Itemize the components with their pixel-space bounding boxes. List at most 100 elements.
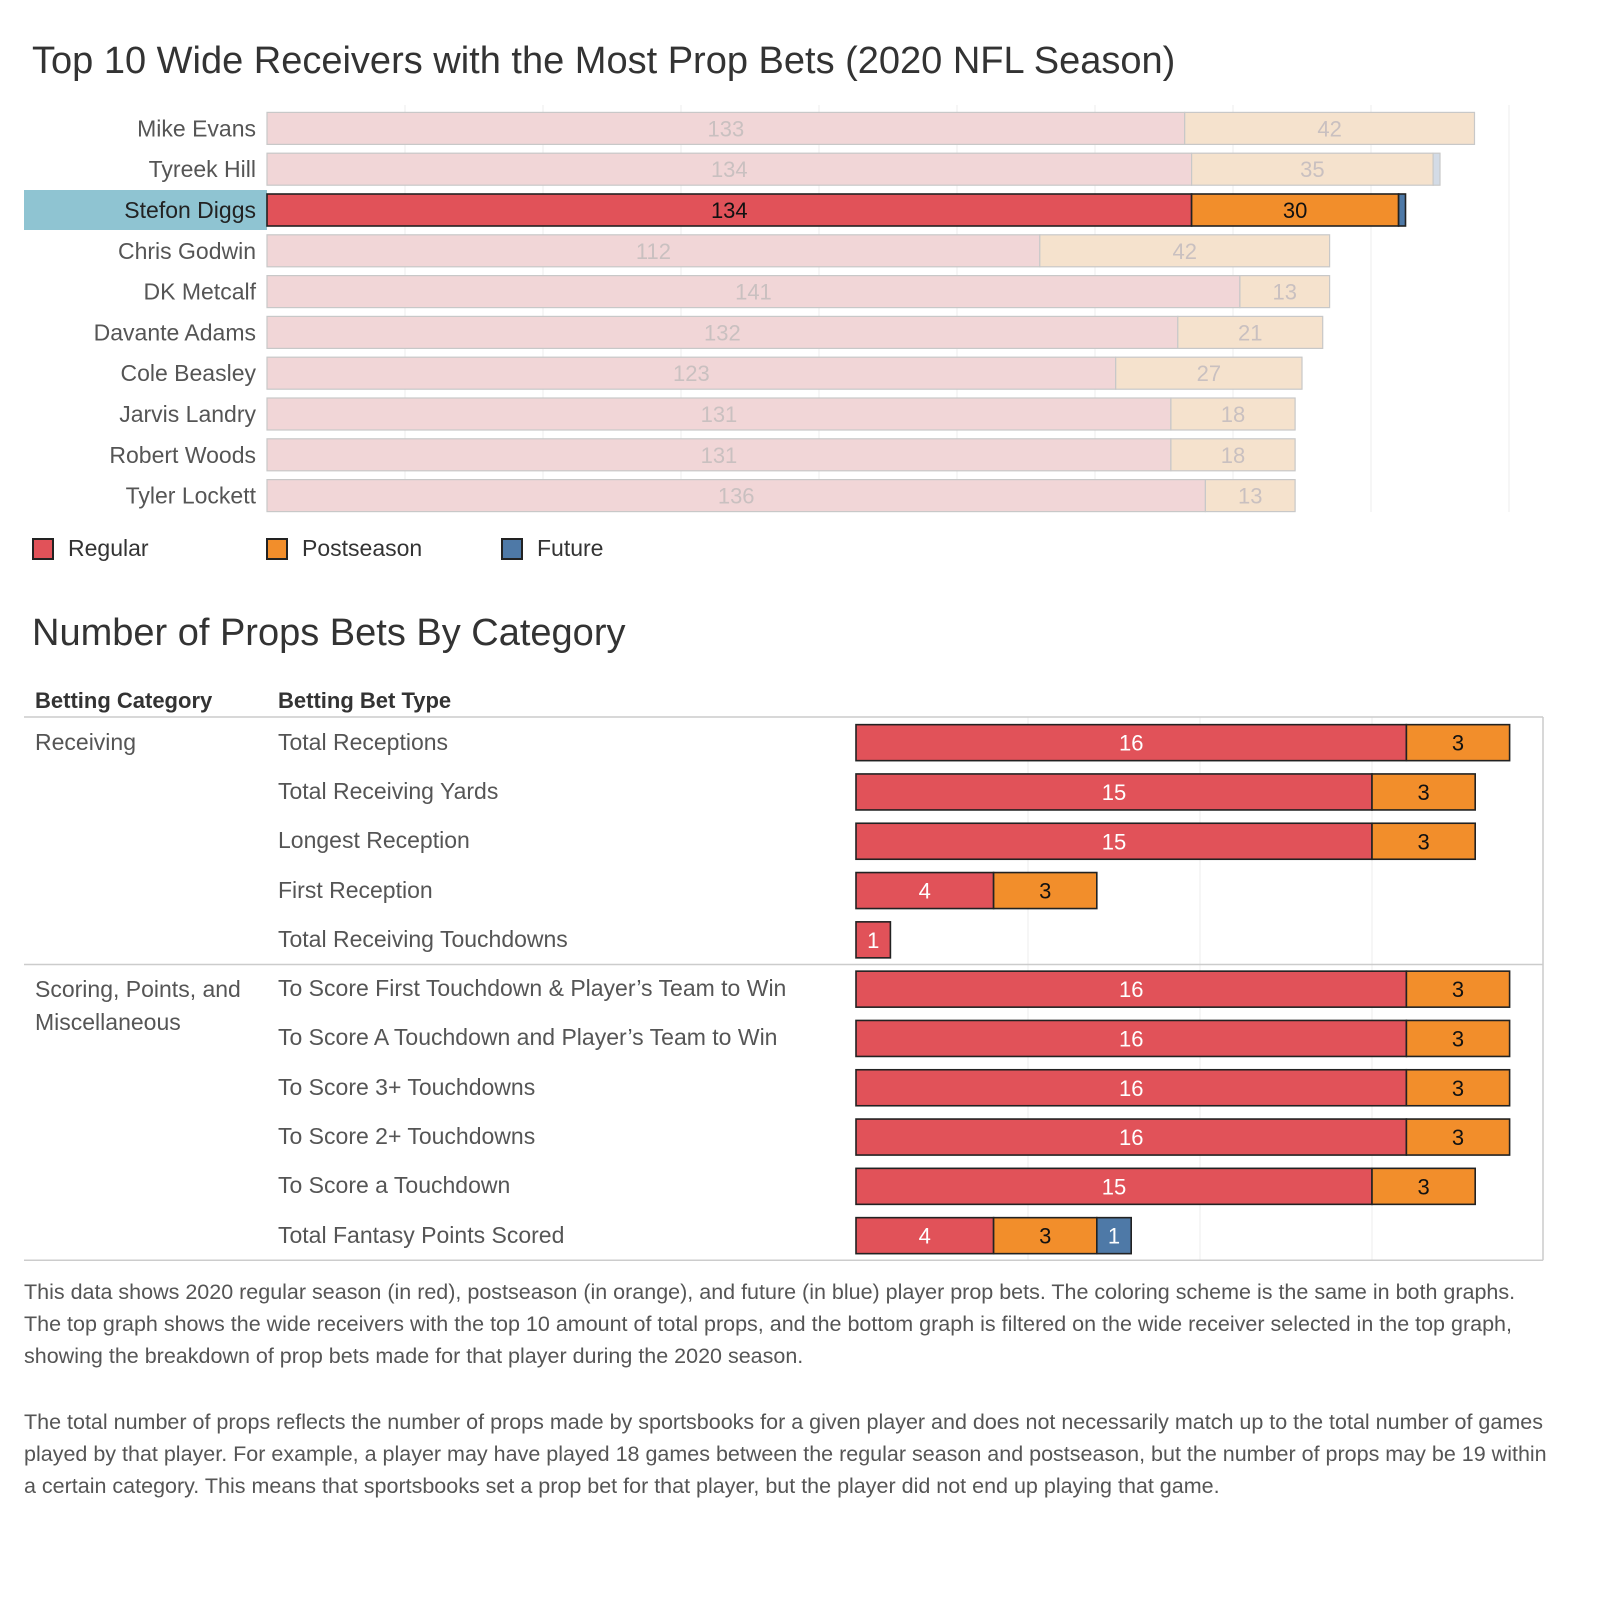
bottom-bar-postseason-to-score-2-touchdowns[interactable] xyxy=(1405,1118,1511,1156)
bottom-bar-label-postseason-to-score-2-touchdowns: 3 xyxy=(1452,1125,1464,1150)
top-bar-future-stefon-diggs[interactable] xyxy=(1397,193,1407,227)
player-label-mike-evans[interactable]: Mike Evans xyxy=(137,115,256,141)
top-bar-label-postseason-tyler-lockett: 13 xyxy=(1238,484,1262,509)
bottom-bar-postseason-to-score-3-touchdowns[interactable] xyxy=(1405,1068,1511,1107)
player-label-cole-beasley[interactable]: Cole Beasley xyxy=(120,360,256,386)
legend-swatch-future xyxy=(501,537,523,560)
bottom-bar-regular-longest-reception[interactable] xyxy=(855,822,1373,861)
top-bar-postseason-tyreek-hill[interactable] xyxy=(1190,152,1434,186)
legend-swatch-regular xyxy=(32,537,54,560)
bottom-bar-postseason-longest-reception[interactable] xyxy=(1371,822,1476,861)
bottom-bar-label-regular-to-score-a-touchdown: 15 xyxy=(1102,1174,1126,1199)
bottom-bar-postseason-total-receiving-yards[interactable] xyxy=(1371,773,1476,811)
top-bar-label-regular-jarvis-landry: 131 xyxy=(701,402,738,427)
bottom-bar-future-total-fantasy-points-scored[interactable] xyxy=(1096,1216,1133,1255)
top-bar-label-regular-chris-godwin: 112 xyxy=(636,239,671,264)
top-bar-postseason-chris-godwin[interactable] xyxy=(1039,234,1331,268)
top-bar-postseason-stefon-diggs[interactable] xyxy=(1190,193,1400,227)
top-bar-postseason-cole-beasley[interactable] xyxy=(1115,356,1303,390)
legend: Regular Postseason Future xyxy=(32,535,732,565)
bottom-bar-label-regular-longest-reception: 15 xyxy=(1102,829,1126,854)
player-label-chris-godwin[interactable]: Chris Godwin xyxy=(118,238,256,264)
top-bar-label-postseason-cole-beasley: 27 xyxy=(1197,361,1221,386)
bet-type-label-to-score-2-touchdowns: To Score 2+ Touchdowns xyxy=(278,1123,536,1150)
bottom-bar-regular-total-receiving-yards[interactable] xyxy=(855,773,1373,811)
bottom-bar-regular-to-score-3-touchdowns[interactable] xyxy=(855,1068,1408,1107)
legend-label-postseason: Postseason xyxy=(302,535,423,561)
top-bar-regular-tyreek-hill[interactable] xyxy=(266,152,1193,186)
bottom-chart-title: Number of Props Bets By Category xyxy=(32,612,626,654)
bottom-bar-label-postseason-to-score-first-touchdown-player-s-team-to-win: 3 xyxy=(1452,977,1464,1002)
top-bar-label-postseason-davante-adams: 21 xyxy=(1238,320,1262,345)
player-label-tyreek-hill[interactable]: Tyreek Hill xyxy=(149,156,256,182)
bet-type-label-total-fantasy-points-scored: Total Fantasy Points Scored xyxy=(278,1221,565,1248)
bottom-bar-postseason-to-score-a-touchdown-and-player-s-team-to-win[interactable] xyxy=(1405,1019,1511,1058)
top-bar-label-regular-tyler-lockett: 136 xyxy=(718,484,755,509)
top-bar-regular-davante-adams[interactable] xyxy=(266,315,1179,349)
selected-row-highlight xyxy=(24,190,267,230)
legend-item-future[interactable]: Future xyxy=(501,535,603,562)
bottom-bar-regular-to-score-2-touchdowns[interactable] xyxy=(855,1118,1408,1156)
bottom-bar-postseason-to-score-a-touchdown[interactable] xyxy=(1371,1167,1476,1206)
top-chart-title: Top 10 Wide Receivers with the Most Prop… xyxy=(32,40,1176,82)
player-label-stefon-diggs[interactable]: Stefon Diggs xyxy=(124,197,256,223)
bottom-bar-label-postseason-longest-reception: 3 xyxy=(1417,829,1429,854)
bottom-bar-postseason-total-fantasy-points-scored[interactable] xyxy=(992,1216,1098,1255)
bottom-bar-postseason-total-receptions[interactable] xyxy=(1405,723,1511,762)
bottom-bar-postseason-to-score-first-touchdown-player-s-team-to-win[interactable] xyxy=(1405,970,1511,1008)
legend-item-regular[interactable]: Regular xyxy=(32,535,149,562)
bottom-bar-postseason-first-reception[interactable] xyxy=(992,871,1098,910)
top-bar-label-postseason-stefon-diggs: 30 xyxy=(1283,198,1307,223)
top-bar-regular-tyler-lockett[interactable] xyxy=(266,479,1207,513)
category-label-scoring-points-and-miscellaneous: Scoring, Points, and Miscellaneous xyxy=(35,975,241,1035)
top-bar-future-tyreek-hill[interactable] xyxy=(1432,152,1441,186)
top-bar-label-postseason-mike-evans: 42 xyxy=(1317,116,1341,141)
bottom-bar-regular-to-score-first-touchdown-player-s-team-to-win[interactable] xyxy=(855,970,1408,1008)
bottom-bar-regular-first-reception[interactable] xyxy=(855,871,995,910)
top-bar-label-regular-stefon-diggs: 134 xyxy=(711,198,748,223)
top-bar-label-regular-robert-woods: 131 xyxy=(701,443,738,468)
bottom-bar-label-postseason-to-score-a-touchdown: 3 xyxy=(1417,1174,1429,1199)
top-bar-regular-stefon-diggs[interactable] xyxy=(266,193,1193,227)
bottom-bar-label-postseason-total-receptions: 3 xyxy=(1452,731,1464,756)
bet-type-label-first-reception: First Reception xyxy=(278,876,433,903)
description-paragraph-1: This data shows 2020 regular season (in … xyxy=(24,1280,1516,1368)
top-bar-postseason-tyler-lockett[interactable] xyxy=(1204,479,1296,513)
bet-type-label-to-score-first-touchdown-player-s-team-to-win: To Score First Touchdown & Player’s Team… xyxy=(278,975,787,1002)
bottom-bar-label-regular-to-score-3-touchdowns: 16 xyxy=(1119,1076,1143,1101)
top-bar-postseason-dk-metcalf[interactable] xyxy=(1239,275,1331,309)
player-label-jarvis-landry[interactable]: Jarvis Landry xyxy=(119,401,256,427)
bottom-bar-label-regular-total-receiving-yards: 15 xyxy=(1102,780,1126,805)
player-label-davante-adams[interactable]: Davante Adams xyxy=(94,319,256,345)
top-bar-postseason-robert-woods[interactable] xyxy=(1170,438,1296,472)
bottom-bar-label-regular-first-reception: 4 xyxy=(919,879,931,904)
top-bar-label-regular-davante-adams: 132 xyxy=(704,320,741,345)
top-bar-postseason-davante-adams[interactable] xyxy=(1177,315,1324,349)
bet-type-label-to-score-a-touchdown: To Score a Touchdown xyxy=(278,1172,511,1199)
bet-type-label-to-score-a-touchdown-and-player-s-team-to-win: To Score A Touchdown and Player’s Team t… xyxy=(278,1024,778,1051)
header-betting-category: Betting Category xyxy=(35,688,213,713)
bottom-bar-regular-to-score-a-touchdown[interactable] xyxy=(855,1167,1373,1206)
top-bar-label-postseason-robert-woods: 18 xyxy=(1221,443,1245,468)
top-bar-postseason-mike-evans[interactable] xyxy=(1184,111,1476,146)
legend-item-postseason[interactable]: Postseason xyxy=(266,535,422,562)
top-bar-regular-mike-evans[interactable] xyxy=(266,111,1186,146)
bet-type-label-total-receptions: Total Receptions xyxy=(278,728,449,755)
player-label-dk-metcalf[interactable]: DK Metcalf xyxy=(144,279,257,305)
top-bar-regular-robert-woods[interactable] xyxy=(266,438,1172,472)
top-bar-regular-cole-beasley[interactable] xyxy=(266,356,1117,390)
category-label-receiving: Receiving xyxy=(35,729,136,755)
bottom-bar-label-regular-total-receiving-touchdowns: 1 xyxy=(867,928,879,953)
bottom-bar-label-postseason-to-score-3-touchdowns: 3 xyxy=(1452,1076,1464,1101)
top-bar-label-regular-tyreek-hill: 134 xyxy=(711,157,748,182)
player-label-tyler-lockett[interactable]: Tyler Lockett xyxy=(126,483,257,509)
player-label-robert-woods[interactable]: Robert Woods xyxy=(109,442,256,468)
top-bar-label-regular-dk-metcalf: 141 xyxy=(735,280,772,305)
top-bar-regular-chris-godwin[interactable] xyxy=(266,234,1041,268)
description-paragraph-2: The total number of props reflects the n… xyxy=(24,1410,1547,1498)
bet-type-label-total-receiving-touchdowns: Total Receiving Touchdowns xyxy=(278,925,568,952)
bottom-bar-regular-total-receiving-touchdowns[interactable] xyxy=(855,921,892,959)
bet-type-label-total-receiving-yards: Total Receiving Yards xyxy=(278,777,499,804)
top-bar-postseason-jarvis-landry[interactable] xyxy=(1170,397,1296,431)
